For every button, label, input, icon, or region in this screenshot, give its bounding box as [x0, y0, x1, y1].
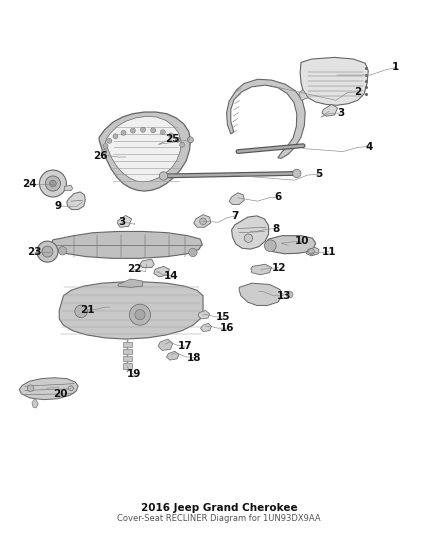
Text: 22: 22: [127, 264, 141, 274]
Circle shape: [175, 137, 180, 142]
Circle shape: [75, 305, 88, 318]
Polygon shape: [251, 264, 272, 275]
Text: 5: 5: [315, 169, 323, 179]
Circle shape: [169, 133, 174, 138]
Circle shape: [37, 241, 58, 262]
Text: 24: 24: [21, 179, 36, 189]
Polygon shape: [118, 279, 142, 287]
Polygon shape: [64, 185, 73, 191]
Text: 4: 4: [366, 142, 373, 151]
Text: 8: 8: [272, 223, 279, 233]
Polygon shape: [154, 266, 170, 277]
Circle shape: [286, 291, 293, 298]
Polygon shape: [19, 378, 78, 400]
Circle shape: [58, 247, 67, 255]
Circle shape: [103, 143, 108, 149]
Text: 3: 3: [119, 217, 126, 227]
Polygon shape: [32, 400, 38, 408]
Text: 10: 10: [295, 236, 310, 246]
Text: 20: 20: [53, 389, 67, 399]
Circle shape: [308, 249, 314, 255]
Polygon shape: [117, 215, 131, 227]
Circle shape: [42, 246, 53, 257]
Polygon shape: [59, 282, 203, 339]
Polygon shape: [239, 283, 282, 305]
Polygon shape: [99, 112, 191, 191]
Circle shape: [200, 218, 206, 225]
Text: Cover-Seat RECLINER Diagram for 1UN93DX9AA: Cover-Seat RECLINER Diagram for 1UN93DX9…: [117, 514, 321, 523]
Polygon shape: [194, 215, 211, 227]
Circle shape: [68, 386, 74, 391]
Circle shape: [187, 137, 193, 143]
Circle shape: [141, 127, 145, 132]
Text: 18: 18: [187, 353, 201, 362]
Text: 14: 14: [163, 271, 178, 280]
Polygon shape: [140, 259, 154, 268]
Circle shape: [49, 180, 56, 187]
Polygon shape: [266, 236, 316, 254]
Text: 1: 1: [392, 62, 399, 72]
Text: 13: 13: [277, 291, 291, 301]
Circle shape: [102, 149, 107, 154]
Text: 2016 Jeep Grand Cherokee: 2016 Jeep Grand Cherokee: [141, 503, 297, 513]
Text: 11: 11: [322, 247, 336, 256]
Polygon shape: [232, 216, 268, 249]
Circle shape: [151, 128, 156, 133]
Circle shape: [107, 138, 112, 143]
Text: 16: 16: [219, 323, 234, 333]
Circle shape: [244, 234, 253, 243]
Circle shape: [113, 134, 118, 139]
Polygon shape: [322, 104, 338, 116]
Polygon shape: [307, 247, 319, 256]
Polygon shape: [51, 231, 202, 259]
Circle shape: [159, 172, 168, 180]
Text: 12: 12: [272, 263, 286, 272]
Polygon shape: [226, 79, 305, 158]
Circle shape: [189, 248, 197, 257]
Polygon shape: [67, 192, 85, 209]
Text: 2: 2: [354, 87, 361, 97]
Polygon shape: [123, 364, 131, 368]
Text: 26: 26: [93, 151, 108, 161]
Text: 3: 3: [337, 108, 345, 118]
Polygon shape: [201, 323, 212, 332]
Polygon shape: [299, 90, 308, 100]
Polygon shape: [158, 339, 173, 351]
Text: 15: 15: [216, 312, 230, 322]
Text: 6: 6: [274, 192, 282, 202]
Circle shape: [46, 176, 60, 191]
Polygon shape: [123, 357, 131, 361]
Text: 17: 17: [178, 341, 193, 351]
Circle shape: [160, 130, 165, 135]
Polygon shape: [166, 351, 179, 360]
Circle shape: [27, 385, 34, 392]
Circle shape: [180, 142, 185, 147]
Circle shape: [39, 170, 67, 197]
Text: 21: 21: [81, 305, 95, 314]
Text: 7: 7: [231, 211, 239, 221]
Polygon shape: [123, 342, 131, 346]
Polygon shape: [106, 116, 181, 182]
Circle shape: [131, 128, 135, 133]
Polygon shape: [300, 58, 368, 106]
Text: 25: 25: [165, 134, 179, 144]
Circle shape: [265, 240, 276, 252]
Circle shape: [121, 130, 126, 135]
Text: 9: 9: [55, 201, 62, 211]
Polygon shape: [123, 349, 131, 354]
Polygon shape: [229, 193, 244, 205]
Circle shape: [135, 310, 145, 320]
Circle shape: [293, 169, 301, 177]
Circle shape: [130, 304, 151, 325]
Text: 19: 19: [127, 369, 141, 379]
Polygon shape: [198, 311, 210, 319]
Text: 23: 23: [28, 247, 42, 257]
